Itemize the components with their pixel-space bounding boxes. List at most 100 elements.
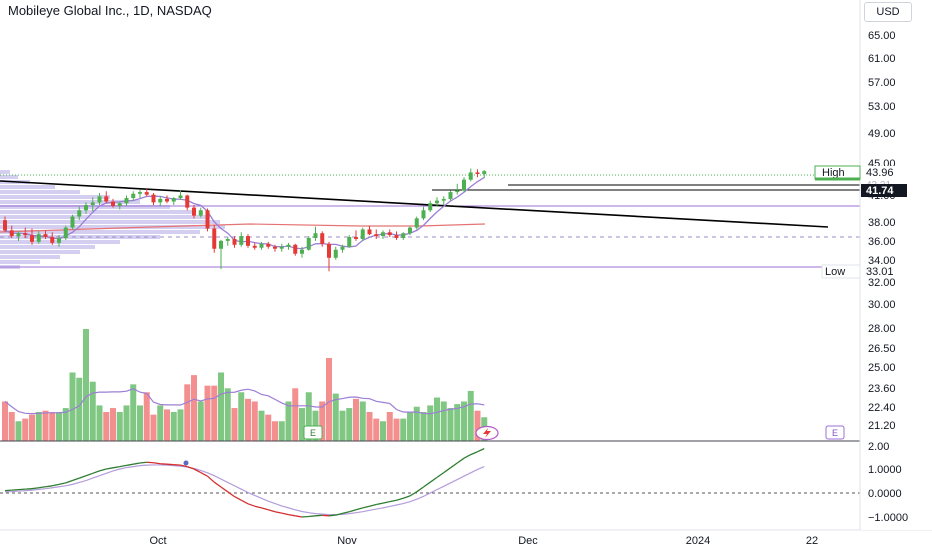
macd-line-segment bbox=[85, 472, 93, 477]
earnings-marker[interactable]: E bbox=[303, 425, 323, 440]
macd-line-segment bbox=[52, 483, 60, 487]
macd-line-segment bbox=[45, 485, 53, 488]
volume-bar bbox=[420, 412, 427, 441]
time-tick-label: Oct bbox=[149, 535, 166, 547]
candle-body bbox=[347, 237, 352, 247]
macd-line-segment bbox=[31, 487, 39, 490]
svg-text:Low: Low bbox=[825, 266, 845, 278]
price-axis-ticks: 65.0061.0057.0053.0049.0045.0041.0038.00… bbox=[868, 30, 896, 432]
volume-bar bbox=[319, 401, 326, 441]
volume-average-line bbox=[4, 388, 485, 415]
candle-body bbox=[158, 198, 163, 203]
chart-title: Mobileye Global Inc., 1D, NASDAQ bbox=[8, 3, 212, 18]
price-tick-label: 49.00 bbox=[868, 128, 896, 140]
volume-bar bbox=[353, 398, 359, 441]
volume-bar bbox=[238, 392, 245, 441]
candle-body bbox=[266, 243, 271, 247]
candle-body bbox=[340, 246, 345, 250]
macd-line-segment bbox=[369, 503, 377, 507]
macd-tick-label: 0.0000 bbox=[868, 488, 902, 500]
macd-line-segment bbox=[342, 511, 350, 515]
candle-body bbox=[306, 237, 311, 250]
profile-bar bbox=[0, 185, 55, 189]
macd-line-segment bbox=[133, 462, 141, 465]
volume-bar bbox=[191, 375, 197, 441]
candle-body bbox=[320, 233, 325, 244]
svg-text:43.96: 43.96 bbox=[866, 167, 894, 179]
candle-body bbox=[401, 233, 406, 238]
price-tick-label: 30.00 bbox=[868, 299, 896, 311]
candle-body bbox=[394, 235, 399, 238]
candle-body bbox=[246, 236, 250, 246]
candle-body bbox=[360, 229, 365, 239]
price-tick-label: 25.00 bbox=[868, 362, 896, 374]
candle-body bbox=[63, 227, 68, 238]
macd-line-segment bbox=[416, 486, 424, 493]
price-tick-label: 57.00 bbox=[868, 77, 896, 89]
signal-line bbox=[4, 464, 485, 516]
price-label-low: 33.01 bbox=[861, 265, 907, 278]
volume-bar bbox=[339, 410, 346, 441]
candlestick-series bbox=[3, 168, 487, 272]
macd-pane[interactable] bbox=[0, 441, 860, 530]
volume-bar bbox=[434, 397, 440, 441]
macd-line-segment bbox=[288, 513, 296, 517]
candle-body bbox=[333, 249, 338, 258]
volume-bar bbox=[164, 409, 170, 441]
candle-body bbox=[111, 201, 115, 206]
macd-line-segment bbox=[220, 486, 229, 493]
candle-body bbox=[165, 198, 169, 202]
macd-tick-label: 2.00 bbox=[868, 441, 889, 453]
macd-line-segment bbox=[65, 479, 73, 484]
price-tick-label: 53.00 bbox=[868, 101, 896, 113]
profile-bar bbox=[0, 170, 10, 174]
profile-bar bbox=[0, 260, 40, 264]
candle-body bbox=[435, 200, 439, 204]
svg-text:High: High bbox=[822, 167, 845, 179]
candle-body bbox=[185, 195, 190, 208]
candle-body bbox=[84, 204, 88, 211]
candle-body bbox=[70, 216, 75, 228]
red-average-line bbox=[0, 223, 486, 233]
candle-body bbox=[192, 207, 196, 216]
candle-body bbox=[279, 246, 284, 249]
macd-line-segment bbox=[79, 475, 87, 479]
lightning-icon[interactable] bbox=[475, 425, 499, 441]
volume-bar bbox=[123, 405, 130, 441]
volume-bar bbox=[413, 406, 420, 441]
volume-bar bbox=[15, 421, 22, 441]
candle-body bbox=[151, 194, 156, 203]
macd-line-segment bbox=[376, 502, 384, 506]
macd-line-segment bbox=[58, 482, 66, 485]
earnings-marker-future[interactable]: E bbox=[825, 425, 845, 440]
macd-line-segment bbox=[409, 491, 418, 497]
volume-bar bbox=[467, 390, 474, 441]
candle-body bbox=[482, 171, 487, 175]
volume-bar bbox=[62, 408, 69, 441]
currency-button[interactable]: USD bbox=[864, 2, 912, 22]
candle-body bbox=[414, 218, 419, 228]
volume-bar bbox=[69, 372, 76, 441]
candle-body bbox=[124, 198, 129, 204]
svg-text:E: E bbox=[310, 428, 316, 438]
macd-line-segment bbox=[261, 507, 269, 511]
price-tick-label: 26.50 bbox=[868, 343, 896, 355]
descending-trendline[interactable] bbox=[0, 180, 829, 228]
time-axis[interactable]: Oct Nov Dec 2024 22 bbox=[149, 535, 818, 547]
volume-bar bbox=[197, 401, 204, 441]
volume-bar bbox=[359, 401, 366, 441]
volume-bar bbox=[346, 408, 353, 441]
macd-line-segment bbox=[139, 461, 147, 464]
volume-bar bbox=[366, 412, 373, 441]
candle-body bbox=[117, 203, 122, 206]
volume-series bbox=[2, 329, 488, 441]
macd-line-segment bbox=[470, 451, 478, 456]
macd-line-segment bbox=[456, 457, 465, 464]
macd-line-segment bbox=[200, 472, 208, 477]
price-tick-label: 38.00 bbox=[868, 217, 896, 229]
candle-body bbox=[36, 234, 41, 242]
macd-line-segment bbox=[308, 515, 316, 518]
macd-line-segment bbox=[234, 496, 242, 501]
candle-body bbox=[138, 192, 142, 194]
